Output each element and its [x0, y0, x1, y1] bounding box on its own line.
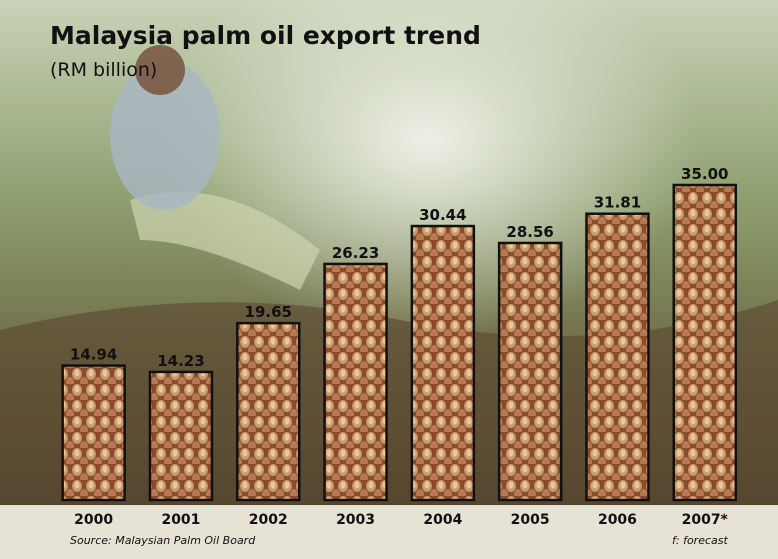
x-tick-label: 2002	[249, 512, 288, 528]
bar	[497, 241, 563, 502]
bar	[148, 370, 214, 502]
value-label: 19.65	[245, 303, 292, 321]
forecast-note: f: forecast	[672, 534, 728, 547]
x-tick-label: 2001	[161, 512, 200, 528]
bar	[236, 321, 301, 502]
bar	[585, 212, 650, 502]
x-tick-label: 2000	[74, 512, 113, 528]
chart-title: Malaysia palm oil export trend	[50, 21, 481, 50]
bar	[323, 262, 388, 502]
x-tick-label: 2004	[423, 512, 462, 528]
value-label: 26.23	[332, 244, 379, 262]
bar	[61, 364, 126, 502]
x-tick-label: 2007*	[682, 512, 729, 528]
bar	[672, 183, 737, 502]
source-note: Source: Malaysian Palm Oil Board	[70, 534, 256, 547]
x-tick-label: 2005	[511, 512, 550, 528]
value-label: 31.81	[594, 194, 641, 212]
value-label: 30.44	[419, 206, 466, 224]
x-tick-label: 2003	[336, 512, 375, 528]
value-label: 28.56	[506, 223, 553, 241]
value-label: 14.23	[157, 352, 204, 370]
bar	[410, 224, 476, 502]
chart-subtitle: (RM billion)	[50, 59, 157, 81]
value-label: 35.00	[681, 165, 728, 183]
value-label: 14.94	[70, 346, 117, 364]
x-tick-label: 2006	[598, 512, 637, 528]
